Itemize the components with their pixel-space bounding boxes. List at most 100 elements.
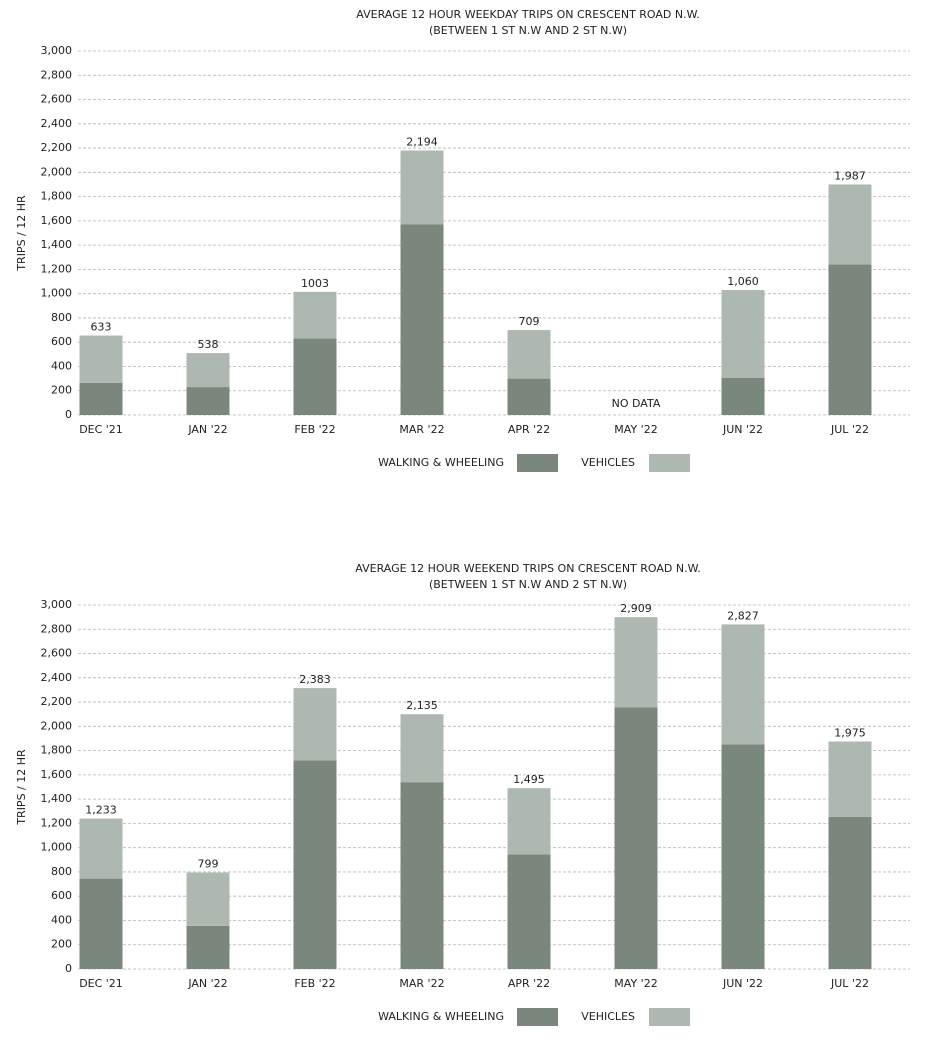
y-tick-label: 1,600: [41, 214, 73, 227]
bar-segment: [186, 925, 230, 969]
chart-title: AVERAGE 12 HOUR WEEKEND TRIPS ON CRESCEN…: [355, 562, 700, 575]
bar-segment: [79, 878, 123, 969]
y-tick-label: 1,200: [41, 262, 73, 275]
total-label: 2,909: [620, 602, 652, 615]
y-tick-label: 600: [51, 335, 72, 348]
bar-segment: [79, 382, 123, 415]
y-tick-label: 1,400: [41, 792, 73, 805]
bar-segment: [400, 224, 444, 415]
total-label: 1,987: [834, 169, 866, 182]
bar-segment: [79, 335, 123, 383]
y-tick-label: 1,000: [41, 287, 73, 300]
y-tick-label: 2,200: [41, 695, 73, 708]
x-tick-label: JUL '22: [830, 423, 869, 436]
bar-segment: [721, 744, 765, 969]
y-tick-label: 2,400: [41, 671, 73, 684]
chart: AVERAGE 12 HOUR WEEKDAY TRIPS ON CRESCEN…: [15, 8, 910, 472]
bar-segment: [293, 338, 337, 415]
total-label: 799: [198, 858, 219, 871]
x-tick-label: JAN '22: [187, 423, 227, 436]
x-tick-label: FEB '22: [294, 977, 335, 990]
y-tick-label: 1,400: [41, 238, 73, 251]
bar-segment: [828, 184, 872, 265]
bar-segment: [721, 377, 765, 415]
y-tick-label: 0: [65, 408, 72, 421]
total-label: 538: [198, 338, 219, 351]
bar-segment: [507, 378, 551, 415]
bar-segment: [186, 872, 230, 926]
y-tick-label: 400: [51, 913, 72, 926]
bar-segment: [400, 714, 444, 783]
y-tick-label: 800: [51, 311, 72, 324]
x-tick-label: MAR '22: [399, 977, 444, 990]
y-tick-label: 1,000: [41, 841, 73, 854]
x-tick-label: APR '22: [508, 977, 550, 990]
total-label: 2,827: [727, 609, 759, 622]
bar-segment: [400, 150, 444, 225]
x-tick-label: JUN '22: [722, 423, 763, 436]
chart-subtitle: (BETWEEN 1 ST N.W AND 2 ST N.W): [429, 24, 627, 37]
y-tick-label: 2,000: [41, 719, 73, 732]
y-tick-label: 2,800: [41, 622, 73, 635]
y-tick-label: 200: [51, 384, 72, 397]
bar-segment: [828, 741, 872, 817]
x-tick-label: JUN '22: [722, 977, 763, 990]
y-tick-label: 3,000: [41, 598, 73, 611]
x-tick-label: JAN '22: [187, 977, 227, 990]
bar-segment: [79, 818, 123, 879]
y-tick-label: 600: [51, 889, 72, 902]
y-axis-label: TRIPS / 12 HR: [15, 749, 28, 826]
total-label: 709: [519, 315, 540, 328]
bar-segment: [614, 707, 658, 969]
bar-segment: [293, 760, 337, 969]
y-tick-label: 1,200: [41, 816, 73, 829]
bar-segment: [293, 688, 337, 761]
chart: AVERAGE 12 HOUR WEEKEND TRIPS ON CRESCEN…: [15, 562, 910, 1026]
y-tick-label: 2,000: [41, 165, 73, 178]
total-label: 1,233: [85, 804, 117, 817]
legend-swatch: [649, 1008, 690, 1026]
bar-segment: [721, 290, 765, 378]
y-tick-label: 1,800: [41, 744, 73, 757]
legend-label: WALKING & WHEELING: [378, 1010, 504, 1023]
y-tick-label: 400: [51, 359, 72, 372]
chart-title: AVERAGE 12 HOUR WEEKDAY TRIPS ON CRESCEN…: [356, 8, 699, 21]
bar-segment: [507, 330, 551, 379]
legend-label: VEHICLES: [581, 1010, 635, 1023]
total-label: 1003: [301, 277, 329, 290]
y-axis-label: TRIPS / 12 HR: [15, 195, 28, 272]
x-tick-label: MAR '22: [399, 423, 444, 436]
y-tick-label: 2,600: [41, 647, 73, 660]
y-tick-label: 2,200: [41, 141, 73, 154]
bar-segment: [186, 353, 230, 388]
legend-label: WALKING & WHEELING: [378, 456, 504, 469]
bar-segment: [293, 291, 337, 339]
total-label: 1,060: [727, 275, 759, 288]
x-tick-label: JUL '22: [830, 977, 869, 990]
bar-segment: [507, 788, 551, 855]
bar-segment: [614, 617, 658, 708]
y-tick-label: 200: [51, 938, 72, 951]
x-tick-label: MAY '22: [614, 423, 657, 436]
x-tick-label: APR '22: [508, 423, 550, 436]
y-tick-label: 2,600: [41, 93, 73, 106]
bar-segment: [400, 782, 444, 969]
y-tick-label: 3,000: [41, 44, 73, 57]
y-tick-label: 800: [51, 865, 72, 878]
bar-segment: [828, 816, 872, 969]
total-label: 2,135: [406, 699, 438, 712]
total-label: 2,194: [406, 135, 438, 148]
y-tick-label: 2,800: [41, 68, 73, 81]
y-tick-label: 2,400: [41, 117, 73, 130]
total-label: 1,495: [513, 773, 545, 786]
chart-subtitle: (BETWEEN 1 ST N.W AND 2 ST N.W): [429, 578, 627, 591]
bar-segment: [828, 264, 872, 415]
x-tick-label: FEB '22: [294, 423, 335, 436]
x-tick-label: DEC '21: [79, 977, 123, 990]
x-tick-label: DEC '21: [79, 423, 123, 436]
total-label: 2,383: [299, 673, 331, 686]
bar-segment: [186, 387, 230, 415]
y-tick-label: 1,800: [41, 190, 73, 203]
legend-label: VEHICLES: [581, 456, 635, 469]
